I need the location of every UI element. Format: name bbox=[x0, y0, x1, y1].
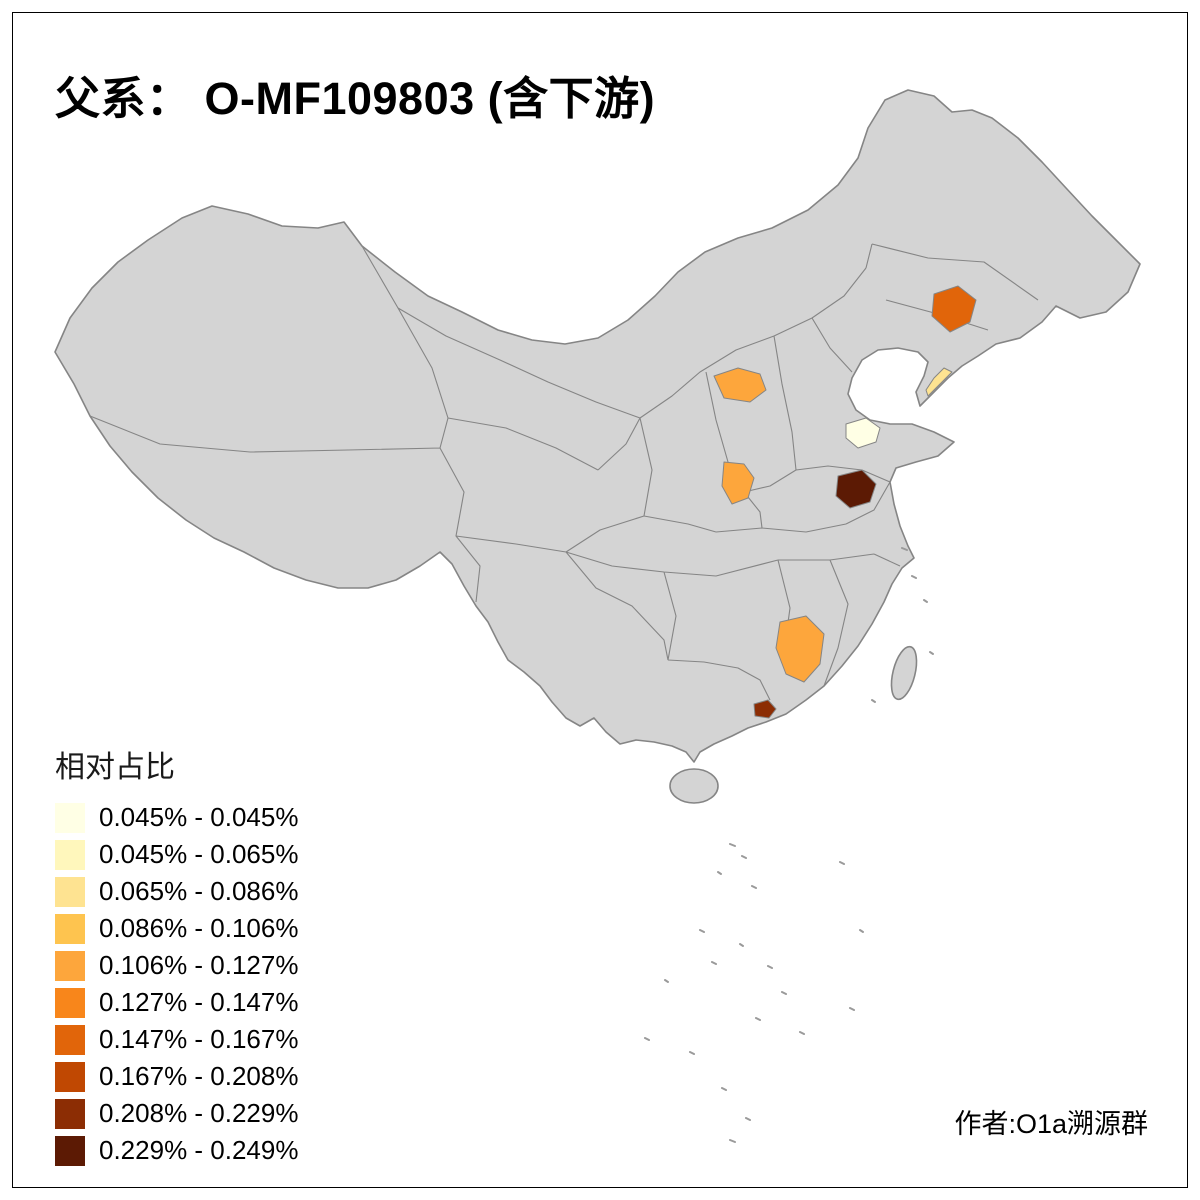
legend-label: 0.086% - 0.106% bbox=[99, 913, 299, 943]
legend-item: 0.106% - 0.127% bbox=[55, 950, 298, 981]
province-borders bbox=[89, 243, 1039, 701]
legend-item: 0.208% - 0.229% bbox=[55, 1098, 298, 1129]
legend-swatch bbox=[55, 987, 85, 1018]
highlight-west-shandong bbox=[845, 417, 881, 449]
legend-item: 0.147% - 0.167% bbox=[55, 1024, 298, 1055]
legend-swatch bbox=[55, 1024, 85, 1055]
south-china-sea-islets bbox=[644, 547, 934, 1143]
legend-item: 0.045% - 0.065% bbox=[55, 839, 298, 870]
hainan-island bbox=[669, 768, 719, 804]
taiwan-island bbox=[890, 645, 918, 701]
legend-label: 0.106% - 0.127% bbox=[99, 950, 299, 980]
legend-swatch bbox=[55, 950, 85, 981]
legend-label: 0.208% - 0.229% bbox=[99, 1098, 299, 1128]
highlight-central-shaanxi-henan bbox=[721, 461, 755, 505]
legend-label: 0.147% - 0.167% bbox=[99, 1024, 299, 1054]
legend-label: 0.045% - 0.065% bbox=[99, 839, 299, 869]
legend-label: 0.127% - 0.147% bbox=[99, 987, 299, 1017]
legend-swatch bbox=[55, 1135, 85, 1166]
legend-label: 0.045% - 0.045% bbox=[99, 802, 299, 832]
author-attribution: 作者:O1a溯源群 bbox=[954, 1109, 1148, 1139]
legend-item: 0.086% - 0.106% bbox=[55, 913, 298, 944]
legend-swatch bbox=[55, 913, 85, 944]
legend: 相对占比 0.045% - 0.045% 0.045% - 0.065% 0.0… bbox=[55, 742, 298, 1172]
map-title: 父系： O-MF109803 (含下游) bbox=[55, 73, 656, 124]
legend-item: 0.065% - 0.086% bbox=[55, 876, 298, 907]
highlight-liaodong-peninsula bbox=[925, 367, 953, 397]
legend-swatch bbox=[55, 802, 85, 833]
highlight-south-jiangxi bbox=[775, 615, 825, 683]
legend-label: 0.065% - 0.086% bbox=[99, 876, 299, 906]
highlight-northeast-liaoning bbox=[931, 285, 977, 333]
legend-item: 0.167% - 0.208% bbox=[55, 1061, 298, 1092]
legend-swatch bbox=[55, 876, 85, 907]
legend-label: 0.167% - 0.208% bbox=[99, 1061, 299, 1091]
legend-swatch bbox=[55, 1098, 85, 1129]
legend-title: 相对占比 bbox=[55, 751, 175, 784]
highlight-east-guangdong bbox=[753, 699, 777, 719]
legend-swatch bbox=[55, 1061, 85, 1092]
legend-label: 0.229% - 0.249% bbox=[99, 1135, 299, 1165]
china-mainland-outline bbox=[54, 89, 1141, 763]
legend-item: 0.127% - 0.147% bbox=[55, 987, 298, 1018]
legend-swatch bbox=[55, 839, 85, 870]
legend-item: 0.045% - 0.045% bbox=[55, 802, 298, 833]
highlight-northwest-jiangsu bbox=[835, 469, 877, 509]
highlight-north-shanxi bbox=[713, 367, 767, 403]
legend-item: 0.229% - 0.249% bbox=[55, 1135, 298, 1166]
